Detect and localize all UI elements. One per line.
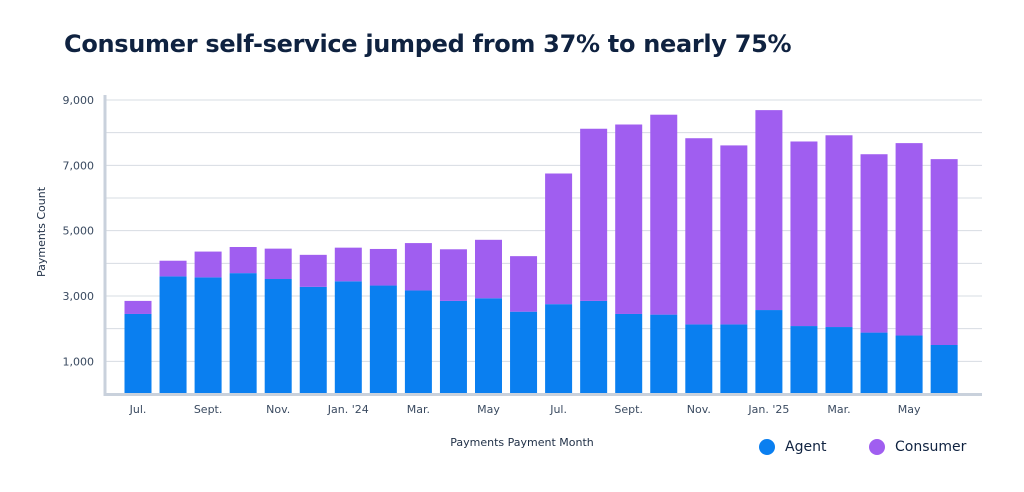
consumer-bar-segment bbox=[755, 110, 783, 311]
legend-agent: Agent bbox=[759, 439, 826, 455]
agent-bar-segment bbox=[825, 327, 853, 394]
y-tick-label: 3,000 bbox=[63, 290, 95, 303]
consumer-bar-segment bbox=[580, 128, 608, 301]
y-tick-label: 5,000 bbox=[63, 225, 95, 238]
chart-title: Consumer self-service jumped from 37% to… bbox=[64, 30, 792, 58]
agent-bar-segment bbox=[720, 324, 748, 394]
y-axis-label: Payments Count bbox=[35, 186, 48, 277]
y-tick-label: 7,000 bbox=[63, 159, 95, 172]
x-tick-label: Jan. '25 bbox=[747, 403, 789, 416]
agent-bar-segment bbox=[299, 286, 327, 394]
consumer-bar-segment bbox=[685, 138, 713, 325]
agent-bar-segment bbox=[895, 335, 923, 394]
agent-bar-segment bbox=[790, 326, 818, 394]
consumer-bar-segment bbox=[299, 254, 327, 287]
agent-bar-segment bbox=[194, 277, 222, 394]
consumer-bar-segment bbox=[615, 124, 643, 314]
x-tick-label: Sept. bbox=[194, 403, 223, 416]
consumer-bar-segment bbox=[124, 300, 152, 314]
x-tick-label: Mar. bbox=[407, 403, 430, 416]
consumer-bar-segment bbox=[334, 247, 362, 282]
x-tick-label: May bbox=[898, 403, 921, 416]
x-axis-label: Payments Payment Month bbox=[450, 436, 594, 449]
consumer-bar-segment bbox=[510, 256, 538, 312]
consumer-bar-segment bbox=[369, 248, 397, 286]
consumer-bar-segment bbox=[720, 145, 748, 325]
agent-bar-segment bbox=[580, 300, 608, 394]
consumer-bar-segment bbox=[229, 247, 257, 274]
agent-bar-segment bbox=[159, 276, 187, 394]
agent-bar-segment bbox=[229, 273, 257, 394]
x-tick-label: Mar. bbox=[827, 403, 850, 416]
agent-bar-segment bbox=[930, 345, 958, 394]
x-tick-label: Nov. bbox=[687, 403, 711, 416]
y-axis-ticks: 1,000 3,000 5,000 7,000 9,000 bbox=[63, 94, 95, 368]
agent-swatch bbox=[759, 439, 775, 455]
agent-bar-segment bbox=[545, 304, 573, 394]
x-tick-label: Jul. bbox=[549, 403, 567, 416]
y-tick-label: 9,000 bbox=[63, 94, 95, 107]
consumer-bar-segment bbox=[194, 251, 222, 278]
agent-bar-segment bbox=[860, 332, 888, 394]
agent-bar-segment bbox=[650, 314, 678, 394]
agent-bar-segment bbox=[475, 298, 502, 394]
x-tick-label: Jul. bbox=[129, 403, 147, 416]
consumer-bar-segment bbox=[264, 248, 292, 280]
consumer-bar-segment bbox=[860, 154, 888, 333]
agent-bar-segment bbox=[404, 290, 432, 394]
x-tick-label: Nov. bbox=[266, 403, 290, 416]
consumer-bar-segment bbox=[895, 143, 923, 336]
x-axis-ticks: Jul. Sept. Nov. Jan. '24 Mar. May Jul. Sept. Nov… bbox=[129, 403, 921, 416]
consumer-bar-segment bbox=[404, 243, 432, 291]
x-tick-label: Jan. '24 bbox=[327, 403, 369, 416]
agent-bar-segment bbox=[369, 285, 397, 394]
consumer-swatch bbox=[869, 439, 885, 455]
agent-bar-segment bbox=[439, 300, 467, 394]
agent-bar-segment bbox=[334, 281, 362, 394]
agent-bar-segment bbox=[755, 310, 783, 394]
consumer-bar-segment bbox=[790, 141, 818, 327]
consumer-bar-segment bbox=[475, 239, 502, 299]
consumer-bar-segment bbox=[545, 173, 573, 305]
consumer-bar-segment bbox=[825, 135, 853, 328]
legend-consumer: Consumer bbox=[869, 439, 966, 455]
agent-bar-segment bbox=[685, 324, 713, 394]
y-tick-label: 1,000 bbox=[63, 355, 95, 368]
consumer-bar-segment bbox=[159, 260, 187, 277]
consumer-bar-segment bbox=[650, 114, 678, 315]
agent-bar-segment bbox=[615, 313, 643, 394]
consumer-bar-segment bbox=[439, 249, 467, 301]
agent-bar-segment bbox=[124, 313, 152, 394]
bars bbox=[124, 110, 958, 394]
consumer-bar-segment bbox=[930, 159, 958, 345]
legend-consumer-label: Consumer bbox=[895, 439, 967, 455]
x-tick-label: May bbox=[477, 403, 500, 416]
x-tick-label: Sept. bbox=[614, 403, 643, 416]
agent-bar-segment bbox=[264, 279, 292, 394]
legend-agent-label: Agent bbox=[785, 439, 827, 455]
agent-bar-segment bbox=[510, 311, 538, 394]
